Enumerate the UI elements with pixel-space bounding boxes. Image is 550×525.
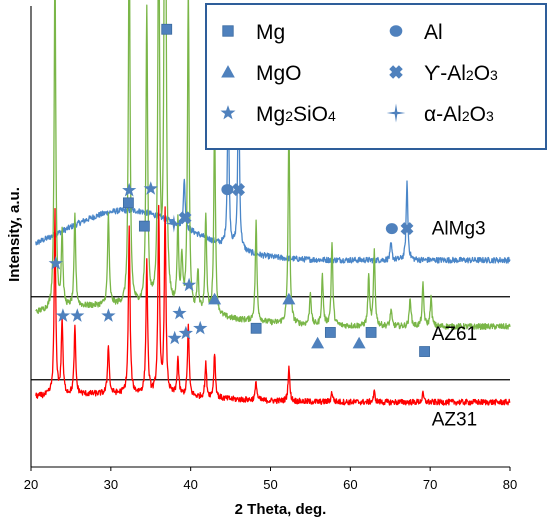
phase-marker-star-icon — [143, 181, 158, 195]
phase-marker-square-icon — [122, 197, 134, 209]
trace-label-az61: AZ61 — [432, 324, 477, 345]
phase-marker-triangle-icon — [282, 292, 296, 305]
trace-az61 — [35, 0, 511, 331]
phase-marker-x-cross-icon — [178, 211, 192, 225]
trace-label-az31: AZ31 — [432, 409, 477, 430]
phase-marker-star-icon — [101, 308, 116, 322]
legend-entry-label: Al — [424, 21, 443, 44]
legend-entry-label: MgO — [256, 62, 302, 85]
legend-entry-label: ϒ-Al2O3 — [424, 62, 498, 85]
legend-triangle-icon — [221, 65, 235, 78]
x-tick-label: 60 — [343, 477, 357, 492]
legend: Mg Al MgO ϒ-Al2O3 Mg2SiO4 α-Al2O3 — [205, 3, 547, 150]
x-tick-label: 70 — [423, 477, 437, 492]
phase-marker-triangle-icon — [352, 336, 366, 349]
phase-marker-x-cross-icon — [400, 222, 414, 236]
x-tick-label: 80 — [503, 477, 517, 492]
legend-plus-star-icon — [386, 103, 406, 123]
x-axis-title: 2 Theta, deg. — [235, 501, 327, 518]
phase-marker-star-icon — [172, 305, 187, 320]
legend-x-cross-icon — [389, 65, 403, 79]
legend-entry-label: α-Al2O3 — [424, 103, 494, 126]
phase-marker-plus-star-icon — [164, 214, 183, 233]
legend-entry-label: Mg — [256, 21, 285, 44]
phase-marker-circle-icon — [385, 223, 398, 235]
phase-marker-triangle-icon — [311, 336, 325, 349]
trace-az31 — [35, 204, 511, 406]
plot-area: AlMg3 AZ61 AZ31 — [31, 0, 511, 430]
legend-square-icon — [222, 25, 234, 37]
phase-marker-square-icon — [365, 327, 377, 338]
phase-marker-star-icon — [181, 277, 197, 292]
phase-marker-x-cross-icon — [232, 183, 246, 197]
legend-entry-label: Mg2SiO4 — [256, 103, 336, 126]
phase-marker-square-icon — [419, 346, 430, 357]
phase-marker-square-icon — [161, 23, 173, 35]
phase-marker-star-icon — [122, 182, 137, 197]
phase-marker-circle-icon — [221, 184, 234, 196]
phase-marker-square-icon — [250, 322, 262, 334]
trace-almg3 — [35, 64, 511, 264]
axes: 20 30 40 50 60 70 80 2 Theta, deg. Intensity, a.… — [6, 6, 517, 518]
y-axis-title: Intensity, a.u. — [6, 187, 23, 282]
phase-marker-star-icon — [193, 320, 208, 335]
phase-marker-square-icon — [138, 220, 150, 232]
phase-marker-star-icon — [70, 308, 85, 322]
phase-marker-square-icon — [324, 327, 336, 338]
x-tick-label: 20 — [24, 477, 38, 492]
phase-marker-star-icon — [178, 325, 193, 340]
x-tick-label: 30 — [104, 477, 118, 492]
phase-marker-triangle-icon — [208, 292, 222, 305]
phase-marker-star-icon — [167, 330, 182, 345]
legend-box — [205, 3, 547, 150]
phase-marker-star-icon — [55, 308, 71, 322]
legend-star-icon — [220, 105, 236, 120]
legend-circle-icon — [389, 25, 403, 37]
x-tick-label: 50 — [263, 477, 277, 492]
trace-label-almg3: AlMg3 — [432, 218, 486, 239]
phase-marker-star-icon — [48, 256, 63, 270]
x-tick-label: 40 — [183, 477, 197, 492]
